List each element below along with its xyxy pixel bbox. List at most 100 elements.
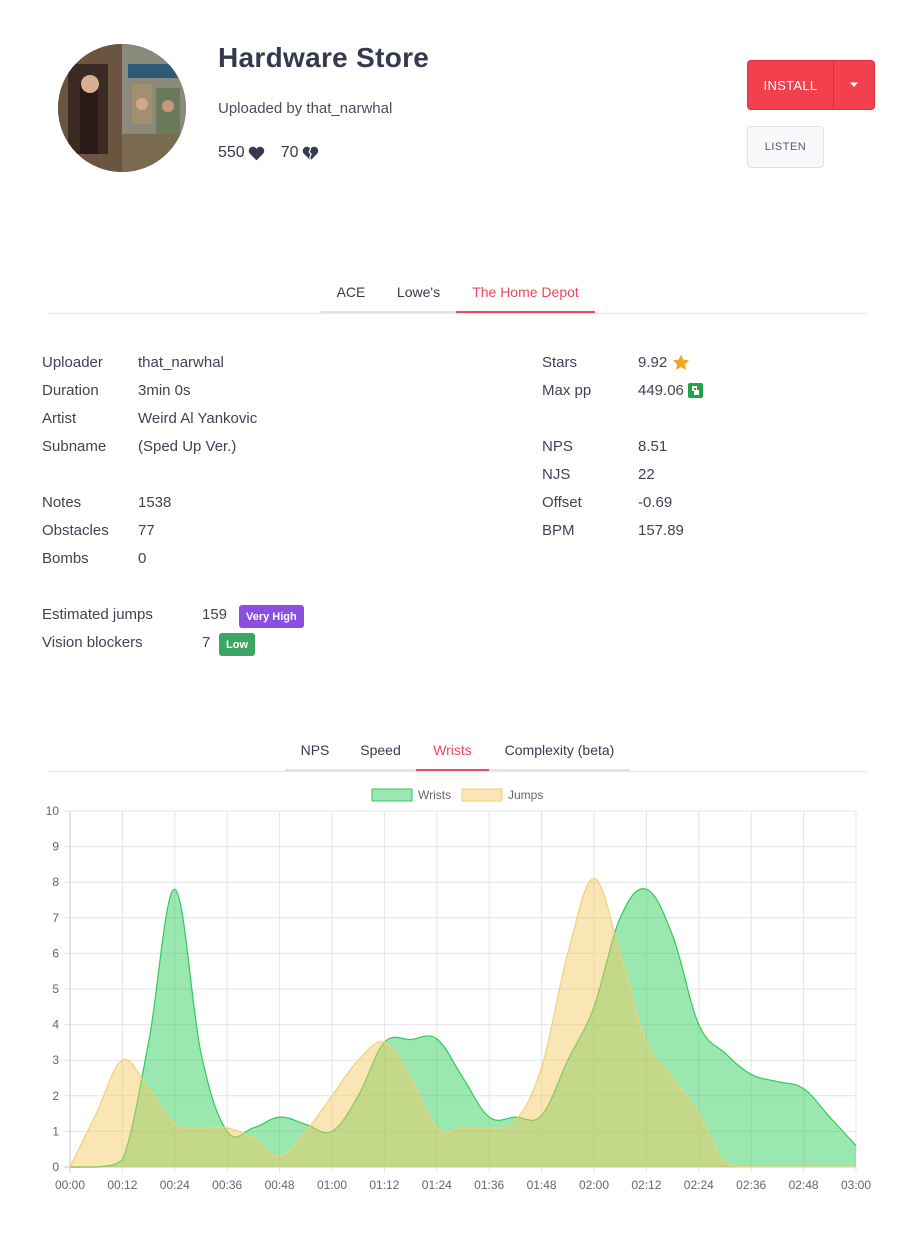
difficulty-tab-divider [48,313,867,314]
metric-label-estimated-jumps: Estimated jumps [42,606,153,623]
x-tick-label: 03:00 [841,1178,871,1192]
detail-value-duration: 3min 0s [138,382,191,399]
series-area-wrists [70,888,856,1167]
metric-value-estimated-jumps: 159 [202,606,228,623]
x-tick-label: 00:48 [265,1178,295,1192]
detail-value-stars: 9.92 [638,354,668,371]
metric-badge-low: Low [219,633,255,656]
legend-swatch-wrists[interactable] [371,788,413,802]
tab-the-home-depot[interactable]: The Home Depot [456,273,595,313]
detail-label-stars: Stars [542,354,578,371]
scoresaber-icon[interactable] [687,383,703,398]
tab-ace[interactable]: ACE [321,273,381,313]
y-tick-label: 5 [52,982,59,996]
cover-image [58,44,186,172]
tab-speed[interactable]: Speed [345,731,416,771]
y-tick-label: 4 [52,1018,59,1032]
x-tick-label: 02:00 [579,1178,609,1192]
x-tick-label: 02:24 [684,1178,714,1192]
y-tick-label: 3 [52,1053,59,1067]
tab-complexity-beta[interactable]: Complexity (beta) [489,731,630,771]
detail-value-offset: -0.69 [638,494,673,511]
detail-label-subname: Subname [42,438,107,455]
chart-tab-divider [48,771,867,772]
detail-value-notes: 1538 [138,494,172,511]
chart-y-ticks: 0 1 2 3 4 5 6 7 8 9 10 [46,804,60,1174]
detail-label-uploader: Uploader [42,354,103,371]
downvotes: 70 [281,144,319,162]
install-button[interactable]: INSTALL [748,61,834,109]
x-tick-label: 01:48 [527,1178,557,1192]
detail-label-njs: NJS [542,466,571,483]
tab-nps[interactable]: NPS [285,731,345,771]
y-tick-label: 1 [52,1124,59,1138]
legend-swatch-jumps[interactable] [461,788,503,802]
install-dropdown-toggle[interactable] [834,61,874,109]
detail-value-obstacles: 77 [138,522,155,539]
x-tick-label: 02:36 [736,1178,766,1192]
detail-stars: 9.92 [638,354,690,371]
downvote-count: 70 [280,144,299,161]
map-title: Hardware Store [218,42,430,73]
y-tick-label: 6 [52,946,59,960]
tab-wrists[interactable]: Wrists [416,731,489,771]
detail-label-bombs: Bombs [42,550,89,567]
uploaded-by: Uploaded by that_narwhal [218,100,393,117]
broken-heart-icon [302,146,318,160]
detail-value-njs: 22 [638,466,655,483]
y-tick-label: 8 [52,875,59,889]
detail-max-pp: 449.06 [638,382,703,399]
upvote-count: 550 [218,144,245,161]
x-tick-label: 01:24 [422,1178,452,1192]
detail-label-notes: Notes [42,494,82,511]
x-tick-label: 01:00 [317,1178,347,1192]
x-tick-label: 02:48 [789,1178,819,1192]
y-tick-label: 10 [46,804,60,818]
y-tick-label: 0 [52,1160,59,1174]
heart-icon [248,146,264,160]
x-tick-label: 00:36 [212,1178,242,1192]
detail-label-offset: Offset [542,494,582,511]
detail-label-artist: Artist [42,410,77,427]
map-cover-art [58,44,186,172]
x-tick-label: 01:36 [474,1178,504,1192]
star-icon [673,354,690,370]
metric-badge-very-high: Very High [239,605,304,628]
x-tick-label: 00:00 [55,1178,85,1192]
wrists-chart: Wrists Jumps 0 1 2 3 4 5 6 7 8 9 10 00:00 00:12 00:24… [46,788,872,1192]
detail-label-bpm: BPM [542,522,575,539]
detail-value-subname: (Sped Up Ver.) [138,438,237,455]
detail-value-uploader[interactable]: that_narwhal [138,354,224,371]
y-tick-label: 9 [52,840,59,854]
detail-value-artist: Weird Al Yankovic [138,410,258,427]
series-line-jumps [69,878,856,1168]
chart-legend: Wrists Jumps [371,788,543,802]
detail-label-nps: NPS [542,438,573,455]
chart-x-ticks: 00:00 00:12 00:24 00:36 00:48 01:00 01:12 01:24… [55,1178,871,1192]
chart-grid [64,810,857,1173]
metric-value-vision-blockers: 7 [202,634,211,651]
y-tick-label: 7 [52,911,59,925]
detail-label-max-pp: Max pp [542,382,592,399]
x-tick-label: 02:12 [631,1178,661,1192]
tab-lowes[interactable]: Lowe's [381,273,456,313]
detail-value-nps: 8.51 [638,438,668,455]
detail-label-duration: Duration [42,382,99,399]
series-line-wrists [69,888,857,1168]
detail-value-bombs: 0 [138,550,147,567]
detail-label-obstacles: Obstacles [42,522,109,539]
x-tick-label: 00:12 [107,1178,137,1192]
chart-areas [69,878,857,1168]
detail-value-bpm: 157.89 [638,522,684,539]
caret-down-icon [850,82,858,87]
x-tick-label: 01:12 [369,1178,399,1192]
listen-button[interactable]: LISTEN [747,126,824,168]
series-area-jumps [70,878,856,1167]
legend-label-wrists[interactable]: Wrists [418,788,451,802]
metric-label-vision-blockers: Vision blockers [42,634,143,651]
upvotes: 550 [218,144,265,162]
legend-label-jumps[interactable]: Jumps [508,788,543,802]
y-tick-label: 2 [52,1089,59,1103]
detail-value-max-pp: 449.06 [638,382,684,399]
x-tick-label: 00:24 [160,1178,190,1192]
